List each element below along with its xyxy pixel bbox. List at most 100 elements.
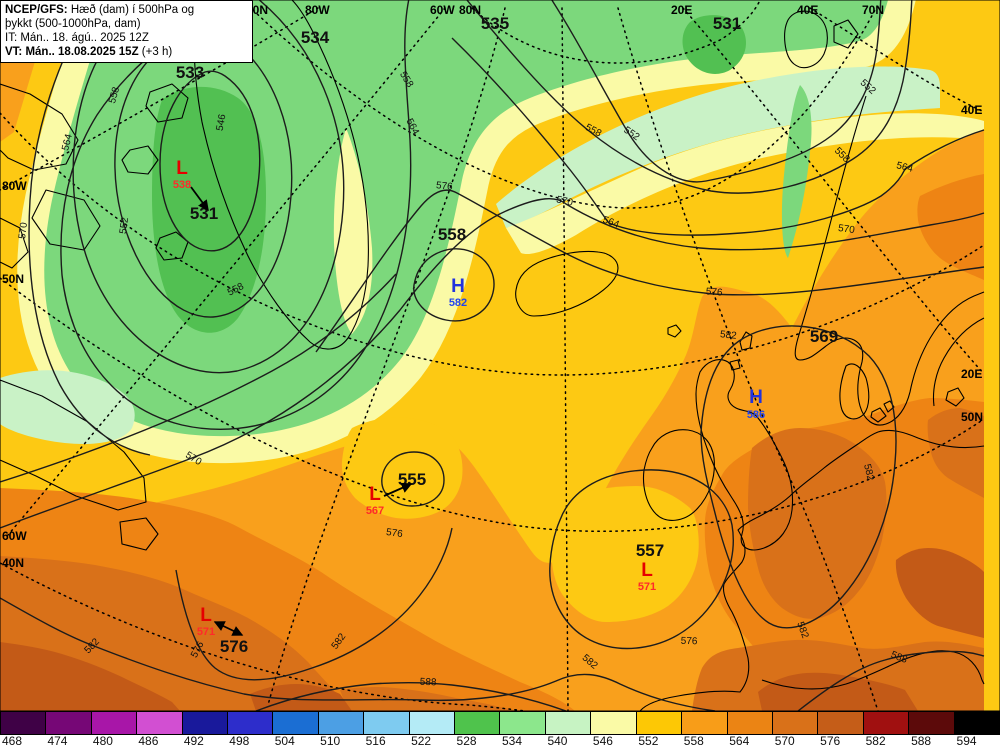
grid-label: 80W bbox=[305, 3, 330, 17]
meridian-20w bbox=[561, 7, 569, 711]
colorbar-value: 504 bbox=[274, 734, 295, 745]
colorbar-value: 480 bbox=[92, 734, 113, 745]
grid-label: 20E bbox=[961, 367, 982, 381]
height-contour-layer bbox=[0, 0, 985, 711]
colorbar-swatch bbox=[954, 712, 1000, 734]
contour-label: 576 bbox=[705, 286, 723, 298]
colorbar-value: 570 bbox=[774, 734, 795, 745]
colorbar-value: 492 bbox=[183, 734, 204, 745]
parallel-60n bbox=[0, 112, 985, 376]
contour-label: 576 bbox=[435, 180, 453, 193]
fill-brown-france bbox=[748, 428, 887, 619]
fill-gold-low557 bbox=[551, 486, 699, 622]
grid-label: 40E bbox=[961, 103, 982, 117]
colorbar-value: 558 bbox=[683, 734, 704, 745]
fill-orange2-baltic bbox=[917, 174, 984, 280]
fill-green-norway-strip bbox=[781, 85, 812, 258]
contour-label: 582 bbox=[719, 329, 737, 342]
coastline-layer bbox=[0, 0, 985, 711]
contour-588-south bbox=[255, 681, 567, 711]
colorbar-swatch bbox=[818, 712, 864, 734]
colorbar-value: 528 bbox=[456, 734, 477, 745]
colorbar-swatch bbox=[318, 712, 365, 734]
thickness-colorbar: 468 474 480 486 492 498 504 510 516 522 528 534 540 5… bbox=[0, 711, 1000, 745]
grid-label: 40E bbox=[797, 3, 818, 17]
contour-582-europe bbox=[700, 325, 897, 629]
colorbar-value: 546 bbox=[592, 734, 613, 745]
valid-time: VT: Mán.. 18.08.2025 15Z bbox=[5, 46, 139, 59]
colorbar-value: 516 bbox=[365, 734, 386, 745]
contour-564-greenland bbox=[60, 0, 412, 430]
legend-line3: IT: Mán.. 18. ágú.. 2025 12Z bbox=[5, 31, 248, 45]
colorbar-swatch bbox=[91, 712, 138, 734]
grid-label: 80N bbox=[459, 3, 481, 17]
legend-line4: VT: Mán.. 18.08.2025 15Z (+3 h) bbox=[5, 45, 248, 59]
coast-svalbard bbox=[784, 10, 859, 69]
contour-label: 552 bbox=[118, 216, 131, 234]
thickness-fill-layer bbox=[0, 0, 1000, 711]
contour-label: 570 bbox=[555, 194, 574, 208]
colorbar-values: 468 474 480 486 492 498 504 510 516 522 528 534 540 5… bbox=[0, 735, 1000, 745]
fill-brown2-iberia bbox=[758, 672, 918, 711]
fill-brown2-corner bbox=[0, 642, 180, 711]
parallel-40n bbox=[0, 562, 526, 711]
colorbar-value: 522 bbox=[411, 734, 432, 745]
parallel-50n bbox=[0, 277, 985, 533]
legend-line1: NCEP/GFS: Hæð (dam) í 500hPa og bbox=[5, 3, 248, 17]
thickness-extreme-label: 557 bbox=[636, 541, 664, 560]
contour-558-north bbox=[466, 0, 913, 194]
contour-label: 546 bbox=[215, 113, 229, 132]
low-center-value: 571 bbox=[197, 626, 215, 638]
colorbar-swatch bbox=[182, 712, 229, 734]
colorbar-swatch bbox=[273, 712, 319, 734]
parallel-70n bbox=[252, 9, 876, 209]
meridian-40w bbox=[267, 7, 506, 706]
graticule-layer bbox=[0, 0, 985, 711]
contour-564-north bbox=[451, 37, 985, 236]
colorbar-swatch bbox=[636, 712, 683, 734]
fill-gold-low555 bbox=[341, 417, 463, 519]
contour-label: 558 bbox=[107, 85, 122, 104]
contour-loop-h582 bbox=[413, 248, 495, 322]
grid-label: 50N bbox=[961, 410, 983, 424]
meridian-80w bbox=[0, 7, 319, 191]
contour-576-loop557 bbox=[549, 469, 734, 650]
coast-iceland bbox=[515, 250, 619, 317]
colorbar-value: 486 bbox=[138, 734, 159, 745]
colorbar-swatch bbox=[909, 712, 955, 734]
colorbar-value: 468 bbox=[2, 734, 23, 745]
colorbar-swatch bbox=[137, 712, 183, 734]
thickness-extreme-label: 535 bbox=[481, 14, 509, 33]
fill-mint-labrador bbox=[0, 370, 135, 444]
center-motion-arrow bbox=[213, 621, 244, 636]
center-motion-arrow bbox=[190, 186, 209, 212]
contour-label: 564 bbox=[60, 133, 75, 152]
grid-label: 20E bbox=[671, 3, 692, 17]
init-time: IT: Mán.. 18. ágú.. 2025 12Z bbox=[5, 32, 149, 45]
thickness-extreme-label: 555 bbox=[398, 470, 426, 489]
high-center-value: 582 bbox=[449, 297, 467, 309]
thickness-extreme-label: 531 bbox=[713, 14, 741, 33]
map-canvas: 70N 80W 60W 80N 20E 40E 70N80W50N60W40N40E20E5… bbox=[0, 0, 1000, 711]
contour-label: 570 bbox=[837, 223, 855, 236]
contour-label: 576 bbox=[681, 636, 698, 648]
contour-label: 570 bbox=[17, 221, 30, 239]
colorbar-swatch bbox=[863, 712, 910, 734]
colorbar-value: 552 bbox=[638, 734, 659, 745]
colorbar-value: 588 bbox=[911, 734, 932, 745]
coast-continental-europe bbox=[639, 429, 985, 711]
low-center-letter: L bbox=[369, 484, 381, 505]
high-center-letter: H bbox=[451, 276, 465, 297]
coast-scandinavia bbox=[794, 95, 985, 426]
colorbar-swatch bbox=[727, 712, 773, 734]
colorbar-value: 498 bbox=[229, 734, 250, 745]
colorbar-value: 582 bbox=[865, 734, 886, 745]
colorbar-value: 534 bbox=[501, 734, 523, 745]
contour-label: 564 bbox=[895, 160, 914, 175]
parallel-80n bbox=[471, 0, 761, 64]
colorbar-swatch bbox=[772, 712, 819, 734]
colorbar-value: 564 bbox=[729, 734, 750, 745]
model-name: NCEP/GFS: bbox=[5, 4, 68, 16]
coast-labrador bbox=[0, 379, 159, 551]
